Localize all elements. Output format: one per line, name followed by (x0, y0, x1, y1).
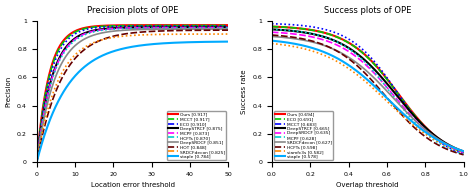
Y-axis label: Precision: Precision (6, 76, 11, 107)
Legend: Ours [0.694], ECO [0.691], MCCT [0.683], DeepSTRCF [0.665], DeepSRDCF [0.635], M: Ours [0.694], ECO [0.691], MCCT [0.683],… (274, 111, 333, 160)
Title: Precision plots of OPE: Precision plots of OPE (87, 6, 178, 15)
Y-axis label: Success rate: Success rate (241, 69, 246, 114)
X-axis label: Location error threshold: Location error threshold (91, 182, 174, 188)
X-axis label: Overlap threshold: Overlap threshold (337, 182, 399, 188)
Legend: Ours [0.917], MCCT [0.917], ECO [0.910], DeepSTRCF [0.875], MCPF [0.873], HCFTs : Ours [0.917], MCCT [0.917], ECO [0.910],… (167, 111, 226, 160)
Title: Success plots of OPE: Success plots of OPE (324, 6, 411, 15)
